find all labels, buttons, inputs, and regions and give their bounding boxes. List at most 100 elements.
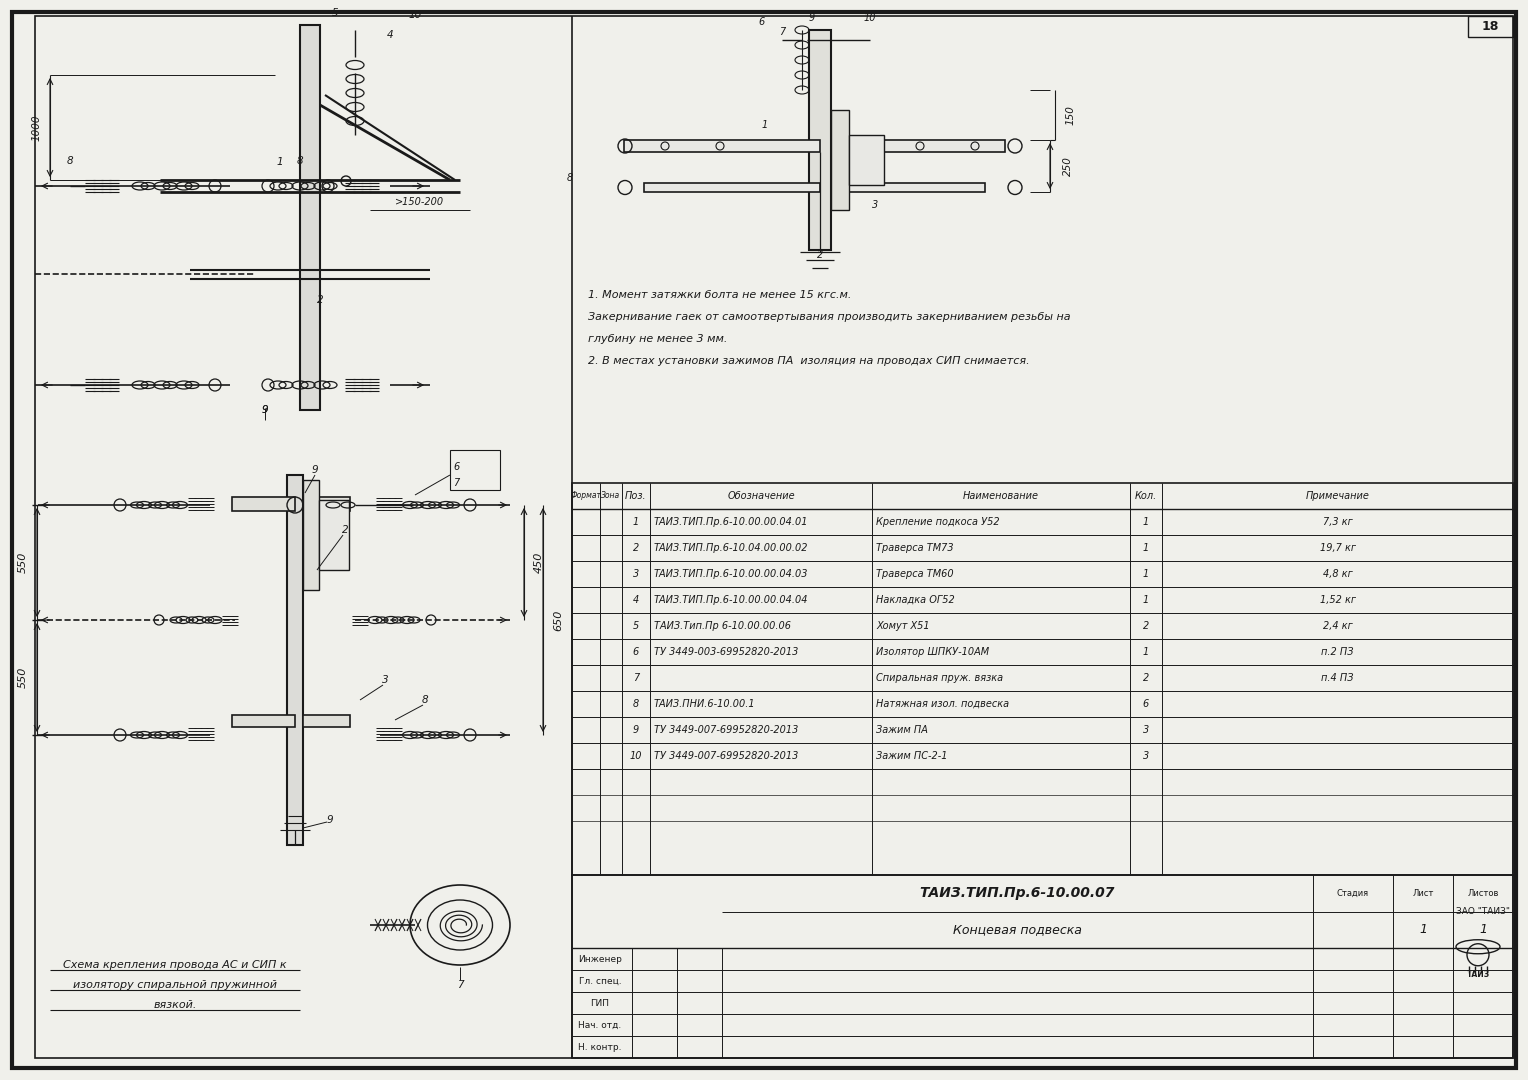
Text: 3: 3	[382, 675, 388, 685]
Text: 1: 1	[1143, 647, 1149, 657]
Text: ТАИЗ.ТИП.Пр.6-10.00.07: ТАИЗ.ТИП.Пр.6-10.00.07	[920, 887, 1115, 901]
Text: Нач. отд.: Нач. отд.	[579, 1021, 622, 1029]
Text: Хомут Х51: Хомут Х51	[876, 621, 929, 631]
Text: 650: 650	[553, 609, 562, 631]
Text: 1: 1	[1143, 543, 1149, 553]
Bar	[571, 483, 1513, 875]
Text: 7: 7	[633, 673, 639, 683]
Text: Спиральная пруж. вязка: Спиральная пруж. вязка	[876, 673, 1002, 683]
Text: Натяжная изол. подвеска: Натяжная изол. подвеска	[876, 699, 1008, 708]
Text: Листов: Листов	[1467, 889, 1499, 897]
Text: 1: 1	[277, 157, 283, 167]
Text: Формат: Формат	[570, 491, 602, 500]
Text: 1: 1	[1143, 569, 1149, 579]
Bar	[831, 110, 850, 210]
Text: ТАИЗ.ТИП.Пр.6-10.00.00.04.01: ТАИЗ.ТИП.Пр.6-10.00.00.04.01	[654, 517, 808, 527]
Text: Н. контр.: Н. контр.	[578, 1042, 622, 1052]
Bar	[287, 475, 303, 845]
Text: 9: 9	[312, 465, 318, 475]
Text: 3: 3	[872, 200, 879, 210]
Text: ТУ 3449-003-69952820-2013: ТУ 3449-003-69952820-2013	[654, 647, 798, 657]
Text: глубину не менее 3 мм.: глубину не менее 3 мм.	[588, 334, 727, 345]
Text: 7: 7	[457, 980, 463, 990]
Text: 1,52 кг: 1,52 кг	[1320, 595, 1355, 605]
Text: 550: 550	[18, 552, 28, 573]
Text: изолятору спиральной пружинной: изолятору спиральной пружинной	[73, 980, 277, 990]
Bar	[319, 500, 348, 570]
Text: 9: 9	[261, 405, 269, 415]
Text: 9: 9	[261, 405, 269, 415]
Text: 3: 3	[1143, 751, 1149, 761]
Text: ТАИЗ.ТИП.Пр.6-10.00.00.04.03: ТАИЗ.ТИП.Пр.6-10.00.00.04.03	[654, 569, 808, 579]
Text: ТАИЗ.Тип.Пр 6-10.00.00.06: ТАИЗ.Тип.Пр 6-10.00.00.06	[654, 621, 792, 631]
Text: 150: 150	[1065, 105, 1076, 125]
Text: 6: 6	[452, 462, 460, 472]
Text: 7: 7	[452, 478, 460, 488]
Text: ТУ 3449-007-69952820-2013: ТУ 3449-007-69952820-2013	[654, 725, 798, 735]
Bar	[299, 25, 319, 410]
Text: ЗАО "ТАИЗ": ЗАО "ТАИЗ"	[1456, 907, 1510, 916]
Text: 550: 550	[18, 666, 28, 688]
Text: 8: 8	[67, 156, 73, 166]
Text: Зажим ПА: Зажим ПА	[876, 725, 927, 735]
Text: 10: 10	[408, 10, 422, 21]
Text: Изолятор ШПКУ-10АМ: Изолятор ШПКУ-10АМ	[876, 647, 989, 657]
Text: Накладка ОГ52: Накладка ОГ52	[876, 595, 955, 605]
Text: Закернивание гаек от самоотвертывания производить закерниванием резьбы на: Закернивание гаек от самоотвертывания пр…	[588, 312, 1071, 322]
Text: 6: 6	[1143, 699, 1149, 708]
Text: 1: 1	[762, 120, 769, 130]
Text: Концевая подвеска: Концевая подвеска	[953, 923, 1082, 936]
Text: 4: 4	[633, 595, 639, 605]
Text: 3: 3	[1143, 725, 1149, 735]
Text: Зажим ПС-2-1: Зажим ПС-2-1	[876, 751, 947, 761]
Text: 2. В местах установки зажимов ПА  изоляция на проводах СИП снимается.: 2. В местах установки зажимов ПА изоляци…	[588, 356, 1030, 366]
Text: 10: 10	[630, 751, 642, 761]
Text: 10: 10	[863, 13, 876, 23]
Text: 1: 1	[633, 517, 639, 527]
Text: 1: 1	[1479, 923, 1487, 936]
Text: ТАИЗ.ТИП.Пр.6-10.00.00.04.04: ТАИЗ.ТИП.Пр.6-10.00.00.04.04	[654, 595, 808, 605]
Bar	[232, 715, 295, 727]
Text: ГИП: ГИП	[590, 999, 610, 1008]
Text: п.2 ПЗ: п.2 ПЗ	[1322, 647, 1354, 657]
Text: ТАИЗ: ТАИЗ	[1467, 970, 1490, 980]
Text: 8: 8	[422, 696, 428, 705]
Text: Поз.: Поз.	[625, 491, 646, 501]
Bar	[831, 183, 986, 192]
Text: 19,7 кг: 19,7 кг	[1320, 543, 1355, 553]
Text: вязкой.: вязкой.	[153, 1000, 197, 1010]
Text: Примечание: Примечание	[1305, 491, 1369, 501]
Text: 2: 2	[633, 543, 639, 553]
Text: 9: 9	[633, 725, 639, 735]
Text: Инженер: Инженер	[578, 955, 622, 963]
Bar	[303, 497, 350, 511]
Text: 2: 2	[1143, 673, 1149, 683]
Bar	[623, 140, 821, 152]
Text: Траверса ТМ73: Траверса ТМ73	[876, 543, 953, 553]
Text: 9: 9	[808, 13, 814, 23]
Text: Лист: Лист	[1412, 889, 1433, 897]
Text: 2: 2	[342, 525, 348, 535]
Text: 2: 2	[316, 295, 324, 305]
Text: Гл. спец.: Гл. спец.	[579, 976, 622, 985]
Bar	[831, 140, 1005, 152]
Text: 1: 1	[1420, 923, 1427, 936]
Text: Траверса ТМ60: Траверса ТМ60	[876, 569, 953, 579]
Bar	[232, 497, 295, 511]
Text: 450: 450	[533, 552, 544, 573]
Text: ТУ 3449-007-69952820-2013: ТУ 3449-007-69952820-2013	[654, 751, 798, 761]
Text: 8: 8	[296, 156, 304, 166]
Bar	[451, 450, 500, 490]
Text: 5: 5	[332, 8, 338, 18]
Text: 8: 8	[567, 173, 573, 183]
Text: 1. Момент затяжки болта не менее 15 кгс.м.: 1. Момент затяжки болта не менее 15 кгс.…	[588, 291, 851, 300]
Text: 7,3 кг: 7,3 кг	[1323, 517, 1352, 527]
Text: 6: 6	[633, 647, 639, 657]
Text: Наименование: Наименование	[963, 491, 1039, 501]
Text: Зона: Зона	[602, 491, 620, 500]
Text: п.4 ПЗ: п.4 ПЗ	[1322, 673, 1354, 683]
Text: ТАИЗ.ТИП.Пр.6-10.04.00.00.02: ТАИЗ.ТИП.Пр.6-10.04.00.00.02	[654, 543, 808, 553]
Bar	[808, 30, 831, 249]
Text: 1: 1	[1143, 517, 1149, 527]
Text: Стадия: Стадия	[1337, 889, 1369, 897]
